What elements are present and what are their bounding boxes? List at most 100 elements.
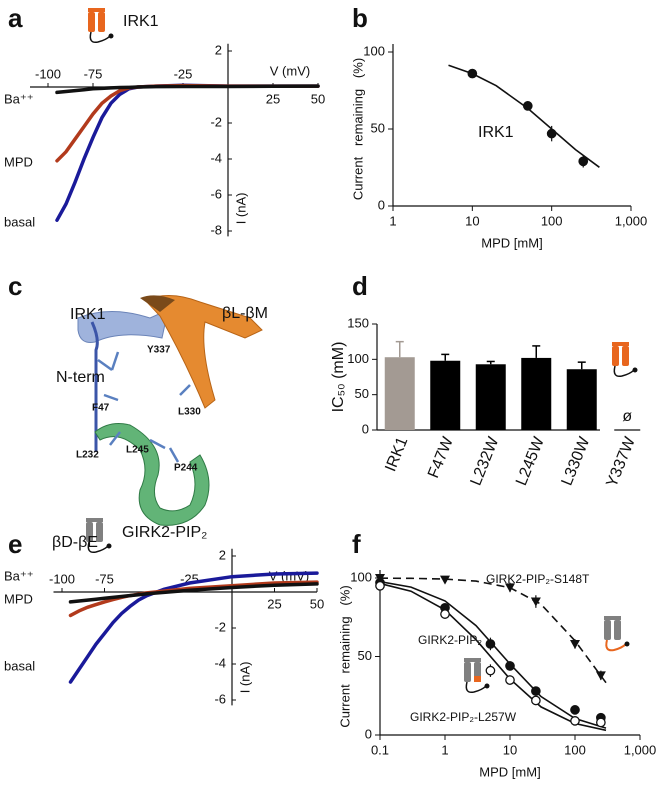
y-tick-label: 100	[363, 43, 385, 58]
y-axis-label: I (nA)	[237, 662, 252, 694]
y-tick-label: -2	[214, 619, 226, 634]
y-tick-label: -4	[210, 150, 222, 165]
y-tick-label: -8	[210, 222, 222, 237]
bar	[566, 369, 597, 430]
x-tick-label: 10	[503, 742, 517, 757]
x-tick-label: -100	[35, 66, 61, 81]
data-point	[375, 580, 385, 591]
x-tick-label: 1	[441, 742, 448, 757]
x-tick-label: Y337W	[603, 434, 639, 490]
data-point	[546, 128, 557, 139]
y-tick-label: 2	[219, 547, 226, 562]
x-axis-label: MPD [mM]	[481, 235, 542, 250]
iv-curve	[68, 582, 319, 604]
x-tick-label: L245W	[513, 434, 548, 488]
y-tick-label: 0	[362, 421, 369, 436]
series-label: Ba⁺⁺	[4, 91, 34, 106]
x-tick-label: 100	[541, 213, 563, 228]
x-tick-label: 1,000	[615, 213, 648, 228]
y-tick-label: 100	[350, 569, 372, 584]
series-label: MPD	[4, 591, 33, 606]
structure-label: βL-βM	[222, 305, 268, 322]
x-tick-label: 50	[311, 91, 325, 106]
data-point	[596, 717, 606, 728]
y-tick-label: 0	[378, 197, 385, 212]
y-axis-label: IC₅₀ (mM)	[330, 342, 347, 413]
structure-label: βD-βE	[52, 534, 98, 551]
structure-label: P244	[174, 463, 198, 474]
data-point	[570, 705, 580, 715]
y-tick-label: 50	[371, 120, 385, 135]
bar	[430, 360, 461, 430]
x-tick-label: 10	[465, 213, 479, 228]
structure-label: F47	[92, 403, 110, 414]
data-point	[595, 671, 606, 681]
x-tick-label: L232W	[468, 434, 503, 488]
y-tick-label: 0	[365, 726, 372, 741]
bar	[521, 357, 552, 430]
data-point	[505, 661, 515, 671]
series-label: GIRK2-PIP₂-L257W	[410, 710, 517, 724]
y-axis-label: Current remaining (%)	[337, 585, 352, 727]
y-tick-label: -6	[210, 186, 222, 201]
x-tick-label: -75	[95, 571, 114, 586]
data-point	[522, 101, 533, 111]
x-axis-label: MPD [mM]	[479, 764, 540, 779]
y-tick-label: -6	[214, 691, 226, 706]
channel-icon	[86, 518, 112, 554]
x-tick-label: 1,000	[624, 742, 657, 757]
annotation: ø	[622, 408, 632, 425]
iv-curve	[68, 571, 319, 684]
data-point	[440, 609, 450, 619]
y-tick-label: 100	[347, 351, 369, 366]
data-point	[531, 695, 541, 706]
panel-letter: d	[352, 271, 368, 301]
y-tick-label: 50	[358, 648, 372, 663]
channel-icon	[464, 658, 490, 694]
structure-label: L245	[126, 445, 149, 456]
series-label: basal	[4, 214, 35, 229]
data-point	[578, 156, 589, 167]
protein-structure	[77, 295, 263, 526]
x-axis-label: V (mV)	[270, 63, 310, 78]
y-tick-label: 2	[215, 42, 222, 57]
x-tick-label: 100	[564, 742, 586, 757]
series-label: Ba⁺⁺	[4, 568, 34, 583]
annotation: IRK1	[478, 124, 514, 141]
data-point	[531, 686, 541, 696]
x-tick-label: -25	[174, 66, 193, 81]
x-tick-label: -75	[84, 66, 103, 81]
structure-label: N-term	[56, 369, 105, 386]
x-tick-label: 25	[266, 91, 280, 106]
y-axis-label: Current remaining (%)	[350, 58, 365, 200]
y-tick-label: -2	[210, 114, 222, 129]
channel-icon	[88, 8, 114, 44]
bar	[475, 364, 506, 430]
channel-icon	[612, 342, 638, 378]
data-point	[570, 716, 580, 726]
x-tick-label: -100	[49, 571, 75, 586]
series-label: basal	[4, 658, 35, 673]
y-axis-label: I (nA)	[233, 193, 248, 225]
series-label: GIRK2-PIP₂-S148T	[486, 572, 590, 586]
data-point	[485, 639, 496, 649]
bar	[384, 357, 415, 430]
data-point	[505, 675, 515, 685]
iv-curve	[55, 84, 320, 95]
y-tick-label: 150	[347, 315, 369, 330]
series-label: MPD	[4, 154, 33, 169]
fit-curve	[379, 582, 607, 732]
y-tick-label: -4	[214, 655, 226, 670]
structure-label: Y337	[147, 345, 171, 356]
y-tick-label: 50	[355, 386, 369, 401]
chart-title: IRK1	[123, 13, 159, 30]
x-tick-label: 25	[267, 596, 281, 611]
panel-letter: b	[352, 3, 368, 33]
x-tick-label: 0.1	[371, 742, 389, 757]
structure-label: L232	[76, 450, 99, 461]
fit-curve	[448, 64, 600, 168]
panel-letter: e	[8, 529, 22, 559]
data-point	[485, 665, 496, 676]
structure-label: IRK1	[70, 306, 106, 323]
